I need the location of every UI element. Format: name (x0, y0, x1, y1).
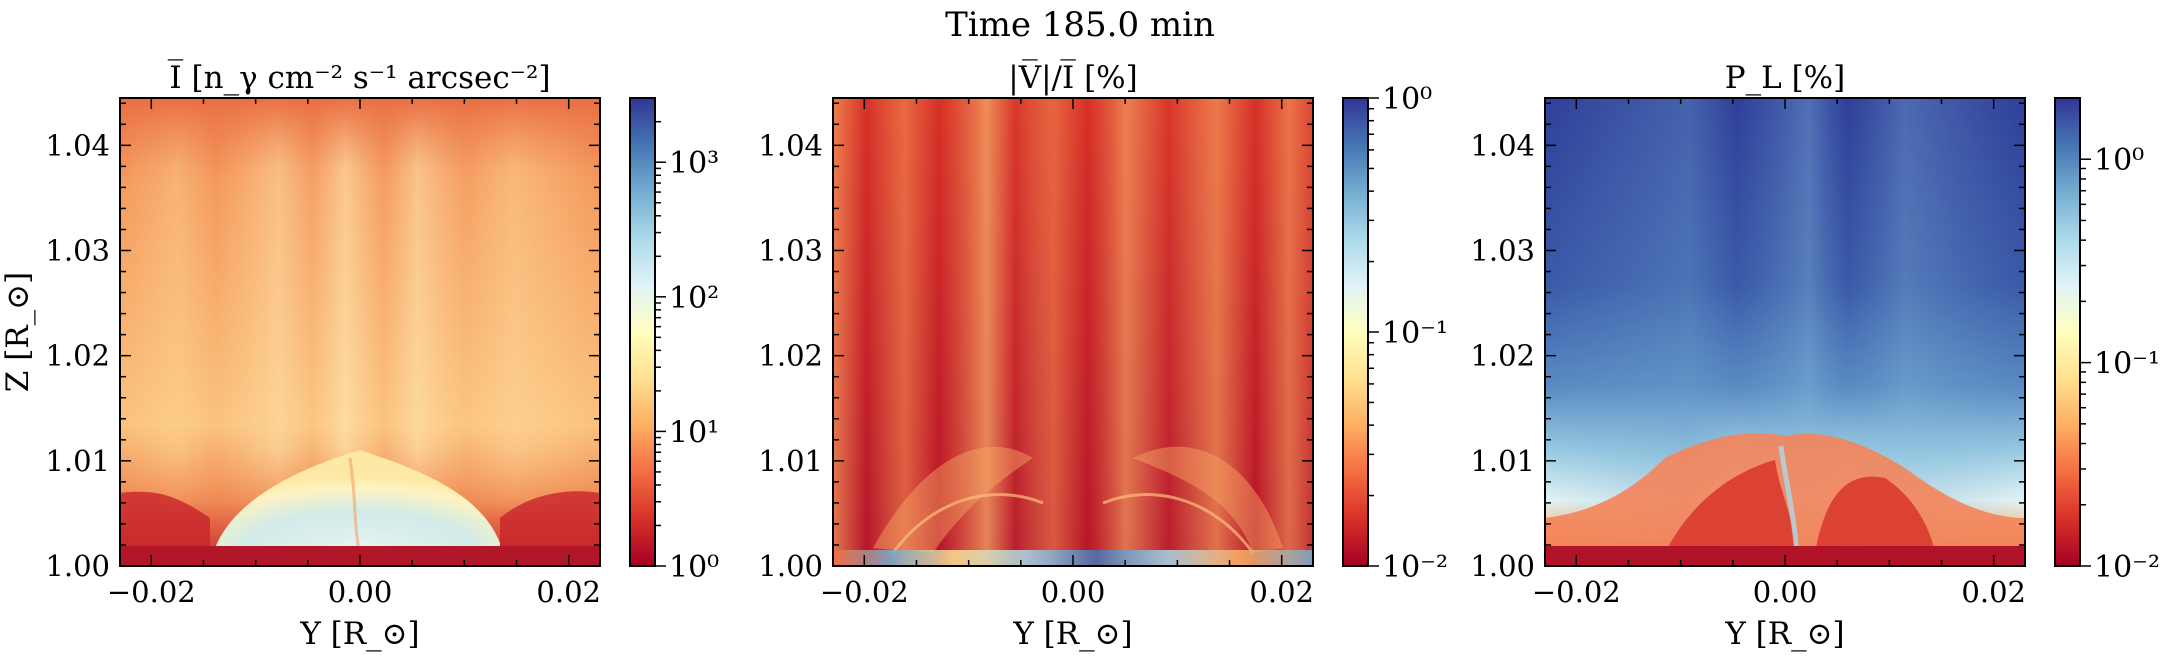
y-tick-label: 1.04 (1470, 128, 1535, 162)
x-tick-label: 0.02 (536, 575, 601, 609)
x-tick-label: −0.02 (820, 575, 909, 609)
y-tick-label: 1.00 (45, 549, 110, 583)
colorbar-tick-label: 10³ (669, 146, 719, 181)
y-tick-label: 1.03 (758, 233, 823, 267)
colorbar-frame-linear-polarization (2054, 97, 2081, 567)
panel-linear-polarization: −0.02 0.00 0.02 1.00 1.01 1.02 1.03 1.04 P_L [… (1470, 60, 2026, 652)
colorbar-tick-label: 10⁻¹ (1382, 316, 1448, 351)
y-tick-label: 1.01 (758, 444, 823, 478)
x-tick-label: 0.00 (328, 575, 393, 609)
x-axis-label-intensity: Y [R_⊙] (299, 616, 419, 652)
x-axis-label-linear-polarization: Y [R_⊙] (1724, 616, 1844, 652)
colorbar-tick-label: 10² (669, 281, 719, 316)
x-axis-linear-polarization: −0.02 0.00 0.02 (1532, 98, 2026, 609)
colorbar-tick-label: 10⁻² (1382, 550, 1448, 585)
x-tick-label: 0.02 (1961, 575, 2026, 609)
colorbar-intensity: 10⁰ 10¹ 10² 10³ (629, 97, 719, 585)
colorbar-circular-polarization: 10⁻² 10⁻¹ 10⁰ (1342, 82, 1448, 585)
figure-title: Time 185.0 min (945, 5, 1215, 45)
colorbar-tick-label: 10⁰ (669, 550, 719, 585)
panel-title-intensity: I̅ [n_γ cm⁻² s⁻¹ arcsec⁻²] (167, 57, 550, 96)
panel-title-circular-polarization: |V̅|/I̅ [%] (1008, 57, 1137, 96)
x-tick-label: −0.02 (1532, 575, 1621, 609)
colorbar-gradient-intensity (630, 98, 655, 566)
x-axis-label-circular-polarization: Y [R_⊙] (1012, 616, 1132, 652)
x-tick-label: 0.02 (1249, 575, 1314, 609)
colorbar-tick-label: 10⁰ (1382, 82, 1432, 117)
colorbar-tick-label: 10⁰ (2094, 143, 2144, 178)
y-axis-circular-polarization: 1.00 1.01 1.02 1.03 1.04 (758, 102, 1313, 583)
x-axis-circular-polarization: −0.02 0.00 0.02 (820, 98, 1314, 609)
y-tick-label: 1.04 (758, 128, 823, 162)
x-tick-label: 0.00 (1041, 575, 1106, 609)
y-axis-linear-polarization: 1.00 1.01 1.02 1.03 1.04 (1470, 102, 2025, 583)
colorbar-tick-label: 10⁻² (2094, 550, 2160, 585)
colorbar-tick-label: 10¹ (669, 415, 719, 450)
y-axis-intensity: 1.00 1.01 1.02 1.03 1.04 (45, 102, 600, 583)
panel-title-linear-polarization: P_L [%] (1725, 60, 1845, 96)
y-tick-label: 1.02 (758, 339, 823, 373)
y-tick-label: 1.02 (45, 339, 110, 373)
panel-circular-polarization: −0.02 0.00 0.02 1.00 1.01 1.02 1.03 1.04 |V̅|/… (758, 57, 1314, 652)
colorbar-gradient-circular-polarization (1343, 98, 1368, 566)
colorbar-tick-label: 10⁻¹ (2094, 347, 2160, 382)
y-axis-label-intensity: Z [R_⊙] (0, 272, 36, 392)
y-tick-label: 1.03 (45, 233, 110, 267)
y-tick-label: 1.04 (45, 128, 110, 162)
heatmap-intensity (120, 98, 600, 566)
panel-intensity: −0.02 0.00 0.02 1.00 1.01 1.02 1.03 1.04 I̅ [n… (0, 57, 601, 652)
x-tick-label: 0.00 (1753, 575, 1818, 609)
heatmap-linear-polarization (1545, 98, 2025, 566)
y-tick-label: 1.00 (1470, 549, 1535, 583)
y-tick-label: 1.01 (1470, 444, 1535, 478)
y-tick-label: 1.00 (758, 549, 823, 583)
x-axis-intensity: −0.02 0.00 0.02 (107, 98, 601, 609)
colorbar-linear-polarization: 10⁻² 10⁻¹ 10⁰ (2054, 97, 2160, 585)
y-tick-label: 1.02 (1470, 339, 1535, 373)
heatmap-circular-polarization (833, 98, 1313, 566)
y-tick-label: 1.01 (45, 444, 110, 478)
x-tick-label: −0.02 (107, 575, 196, 609)
colorbar-gradient-linear-polarization (2055, 98, 2080, 566)
colorbar-frame-intensity (629, 97, 656, 567)
y-tick-label: 1.03 (1470, 233, 1535, 267)
